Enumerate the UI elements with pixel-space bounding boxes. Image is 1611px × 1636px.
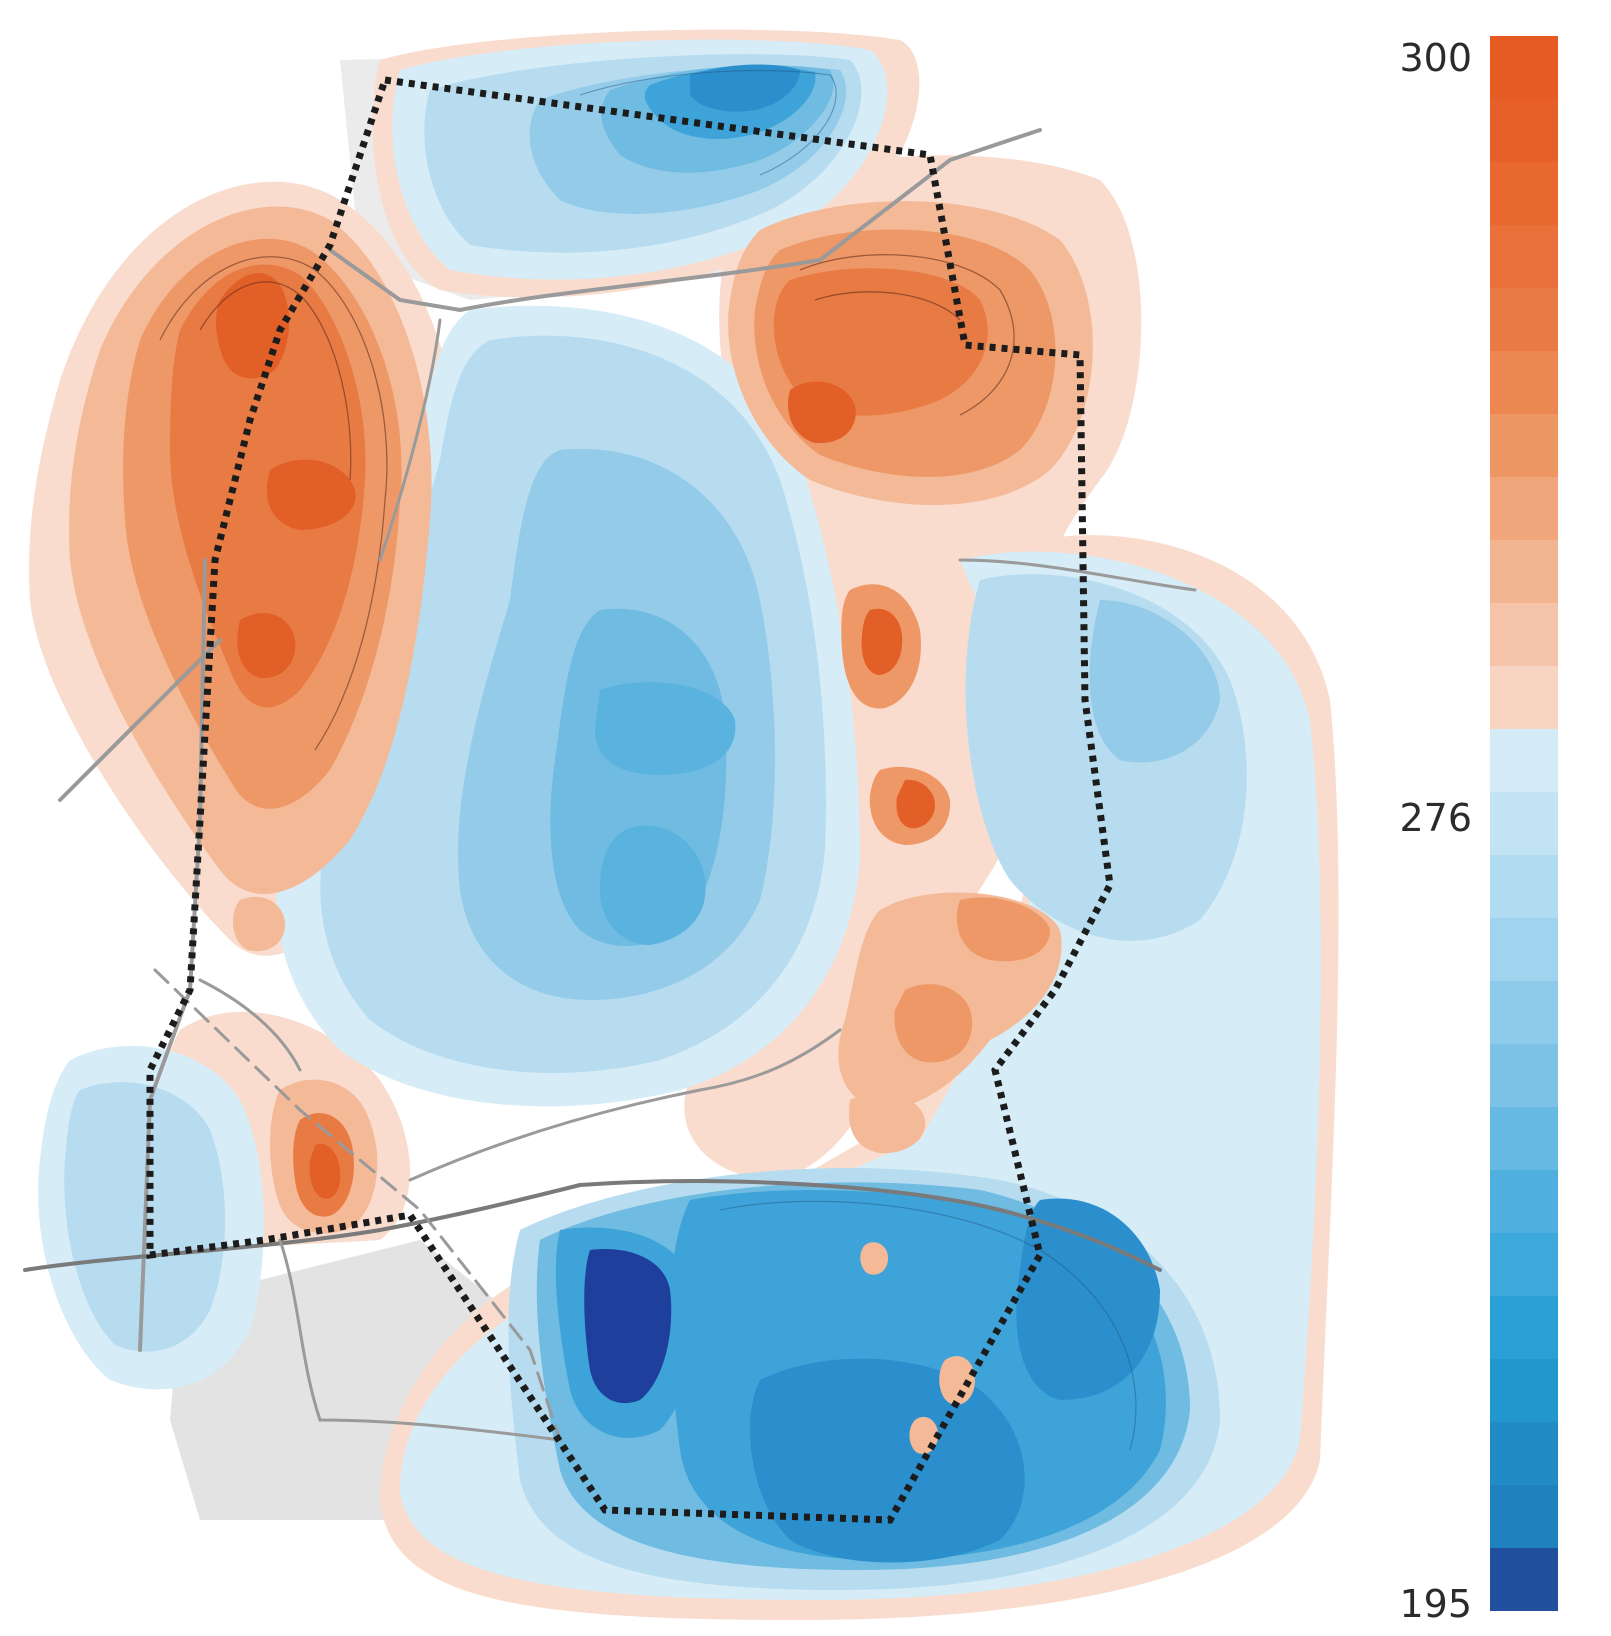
legend-color-step [1490, 1044, 1558, 1108]
contour-line [814, 291, 961, 321]
legend-color-step [1490, 918, 1558, 982]
contour-line [799, 254, 1015, 416]
legend-color-step [1490, 855, 1558, 919]
legend-color-step [1490, 36, 1558, 100]
warm-island-1b [861, 608, 903, 675]
contour-line [199, 281, 352, 481]
warm-east-4 [787, 381, 856, 444]
legend-color-step [1490, 1359, 1558, 1423]
legend-min-label: 195 [1399, 1582, 1472, 1626]
road [958, 558, 1197, 592]
cool-contour-lines [579, 70, 1137, 1451]
legend-color-step [1490, 414, 1558, 478]
legend-mid-label: 276 [1399, 796, 1472, 840]
legend-color-step [1490, 981, 1558, 1045]
study-area-boundary [146, 76, 1114, 1524]
contour-lines [159, 254, 1015, 751]
legend-color-step [1490, 225, 1558, 289]
road [278, 1238, 562, 1442]
legend-color-step [1490, 792, 1558, 856]
legend-color-step [1490, 351, 1558, 415]
warm-west-4c [237, 612, 296, 679]
road [153, 968, 562, 1442]
cool-north-5 [690, 64, 800, 112]
road [23, 1179, 1162, 1272]
warm-east-3 [773, 268, 988, 416]
contour-line [719, 1200, 1137, 1451]
road [198, 978, 302, 1072]
contour-line [159, 256, 388, 751]
legend-max-label: 300 [1399, 36, 1472, 80]
warm-island-3c [894, 984, 973, 1063]
legend-color-step [1490, 1233, 1558, 1297]
warm-west-4b [266, 459, 356, 530]
warm-sw-3 [309, 1143, 341, 1199]
warm-island-2b [896, 779, 935, 829]
legend-color-bar [1490, 36, 1558, 1612]
legend-color-step [1490, 666, 1558, 730]
color-legend [1490, 36, 1558, 1612]
warm-island-3b [956, 897, 1050, 962]
legend-color-step [1490, 288, 1558, 352]
legend-color-step [1490, 99, 1558, 163]
legend-color-step [1490, 1485, 1558, 1549]
warm-island-4 [849, 1092, 926, 1154]
warm-speck [939, 1356, 975, 1405]
legend-color-step [1490, 1296, 1558, 1360]
warm-regions [69, 201, 1093, 1455]
cool-east-2 [1089, 600, 1220, 763]
legend-color-step [1490, 540, 1558, 604]
legend-color-step [1490, 729, 1558, 793]
warm-speck [860, 1242, 888, 1275]
cool-south-4b [1016, 1198, 1160, 1400]
cool-south-4 [750, 1358, 1025, 1563]
road [58, 638, 222, 802]
legend-color-step [1490, 1107, 1558, 1171]
road [328, 128, 1042, 313]
legend-color-step [1490, 1548, 1558, 1612]
road [378, 318, 442, 562]
legend-color-step [1490, 1422, 1558, 1486]
cool-center-4b [600, 825, 706, 945]
legend-color-step [1490, 477, 1558, 541]
warm-sw-blob [233, 896, 285, 952]
legend-color-step [1490, 1170, 1558, 1234]
cool-south-deep-pool [584, 1249, 672, 1404]
legend-color-step [1490, 603, 1558, 667]
contour-line [579, 70, 837, 176]
legend-color-step [1490, 162, 1558, 226]
cool-center-4a [595, 682, 736, 775]
road [408, 1028, 842, 1182]
